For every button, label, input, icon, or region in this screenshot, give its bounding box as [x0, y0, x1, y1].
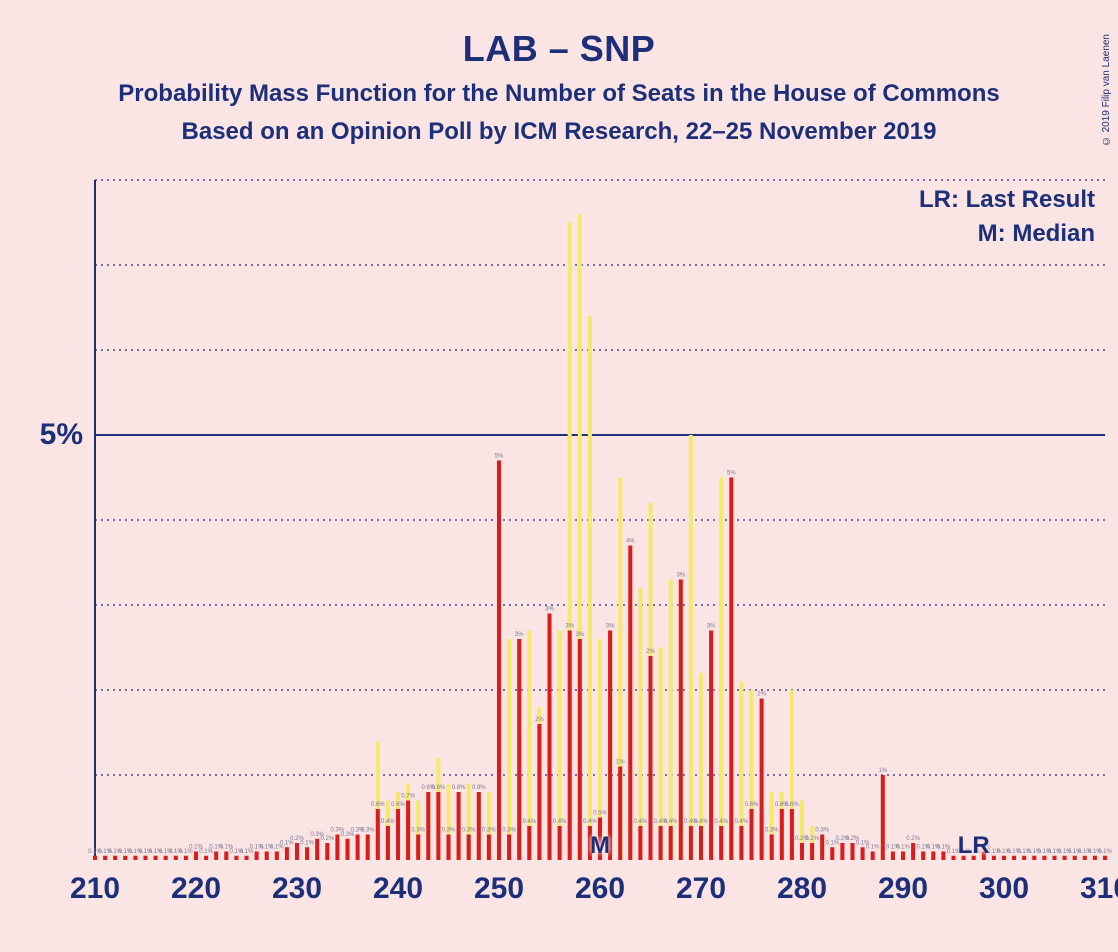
svg-text:0.6%: 0.6%	[391, 802, 405, 808]
svg-text:5%: 5%	[495, 454, 504, 460]
svg-text:3%: 3%	[565, 624, 574, 630]
svg-text:2%: 2%	[646, 649, 655, 655]
svg-text:0.1%: 0.1%	[1098, 849, 1112, 855]
chart-title: LAB – SNP	[0, 28, 1118, 70]
svg-text:0.4%: 0.4%	[714, 819, 728, 825]
svg-text:0.6%: 0.6%	[785, 802, 799, 808]
x-tick: 210	[70, 872, 120, 906]
svg-text:0.8%: 0.8%	[452, 785, 466, 791]
svg-text:1%: 1%	[878, 768, 887, 774]
svg-text:0.4%: 0.4%	[735, 819, 749, 825]
svg-text:0.2%: 0.2%	[906, 836, 920, 842]
x-tick: 280	[777, 872, 827, 906]
x-tick: 250	[474, 872, 524, 906]
svg-text:0.3%: 0.3%	[502, 828, 516, 834]
svg-text:0.4%: 0.4%	[522, 819, 536, 825]
svg-text:0.4%: 0.4%	[694, 819, 708, 825]
svg-text:0.4%: 0.4%	[381, 819, 395, 825]
svg-text:5%: 5%	[727, 471, 736, 477]
svg-text:0.8%: 0.8%	[432, 785, 446, 791]
svg-text:0.3%: 0.3%	[765, 828, 779, 834]
svg-text:3%: 3%	[606, 624, 615, 630]
x-tick: 300	[979, 872, 1029, 906]
svg-text:3%: 3%	[676, 573, 685, 579]
svg-text:0.4%: 0.4%	[583, 819, 597, 825]
chart-subtitle-1: Probability Mass Function for the Number…	[0, 80, 1118, 108]
svg-text:0.6%: 0.6%	[745, 802, 759, 808]
svg-text:2%: 2%	[757, 692, 766, 698]
svg-text:0.3%: 0.3%	[442, 828, 456, 834]
x-tick: 220	[171, 872, 221, 906]
legend-last-result: LR: Last Result	[919, 186, 1095, 214]
svg-text:0.6%: 0.6%	[371, 802, 385, 808]
legend-median: M: Median	[978, 220, 1095, 248]
last-result-marker: LR	[958, 832, 990, 860]
copyright-text: © 2019 Filip van Laenen	[1101, 34, 1112, 146]
svg-text:0.3%: 0.3%	[411, 828, 425, 834]
svg-text:0.1%: 0.1%	[866, 845, 880, 851]
svg-text:4%: 4%	[626, 539, 635, 545]
x-tick: 260	[575, 872, 625, 906]
svg-text:0.4%: 0.4%	[634, 819, 648, 825]
svg-text:0.1%: 0.1%	[896, 845, 910, 851]
x-tick: 270	[676, 872, 726, 906]
y-tick: 5%	[40, 418, 83, 452]
svg-text:0.4%: 0.4%	[553, 819, 567, 825]
svg-text:0.3%: 0.3%	[482, 828, 496, 834]
svg-text:0.1%: 0.1%	[300, 840, 314, 846]
x-tick: 240	[373, 872, 423, 906]
pmf-bar-chart: 0.1%0.1%0.1%0.1%0.1%0.1%0.1%0.1%0.1%0.1%…	[95, 180, 1105, 860]
x-tick: 290	[878, 872, 928, 906]
median-marker: M	[590, 832, 610, 860]
svg-text:0.4%: 0.4%	[664, 819, 678, 825]
svg-text:1%: 1%	[616, 760, 625, 766]
svg-text:3%: 3%	[515, 632, 524, 638]
svg-text:2%: 2%	[535, 717, 544, 723]
svg-text:0.5%: 0.5%	[593, 811, 607, 817]
x-tick: 310	[1080, 872, 1118, 906]
svg-text:3%: 3%	[575, 632, 584, 638]
svg-text:0.7%: 0.7%	[401, 794, 415, 800]
x-tick: 230	[272, 872, 322, 906]
svg-text:0.3%: 0.3%	[815, 828, 829, 834]
svg-text:0.2%: 0.2%	[805, 836, 819, 842]
svg-text:0.3%: 0.3%	[361, 828, 375, 834]
svg-text:3%: 3%	[545, 607, 554, 613]
svg-text:0.3%: 0.3%	[462, 828, 476, 834]
svg-text:0.8%: 0.8%	[472, 785, 486, 791]
svg-text:0.2%: 0.2%	[320, 836, 334, 842]
svg-text:3%: 3%	[707, 624, 716, 630]
chart-subtitle-2: Based on an Opinion Poll by ICM Research…	[0, 118, 1118, 146]
